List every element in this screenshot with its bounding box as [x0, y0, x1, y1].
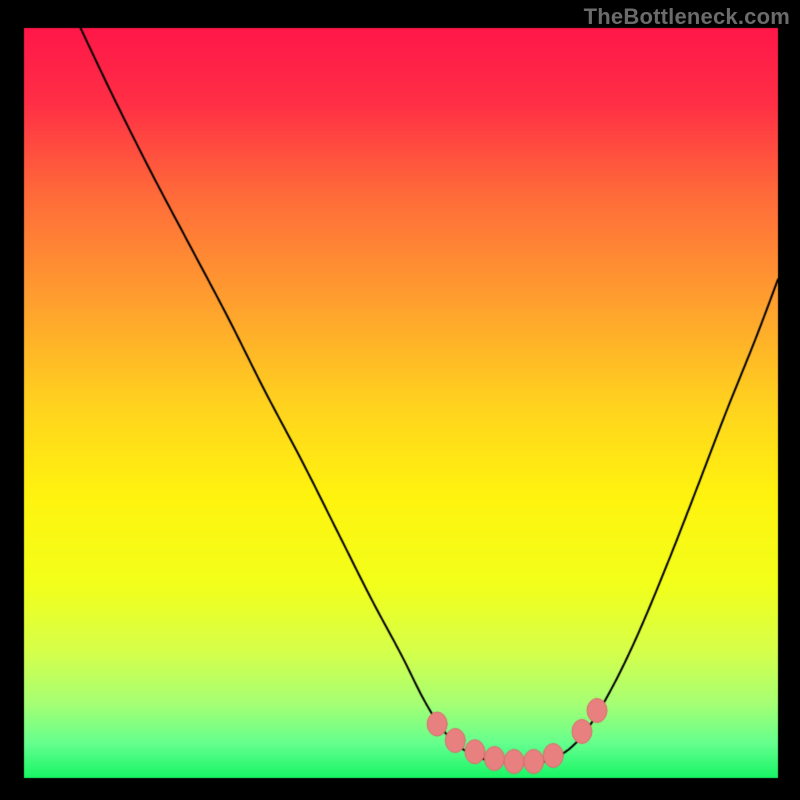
bottleneck-curve-chart [0, 0, 800, 800]
chart-container: TheBottleneck.com [0, 0, 800, 800]
watermark-text: TheBottleneck.com [584, 4, 790, 30]
